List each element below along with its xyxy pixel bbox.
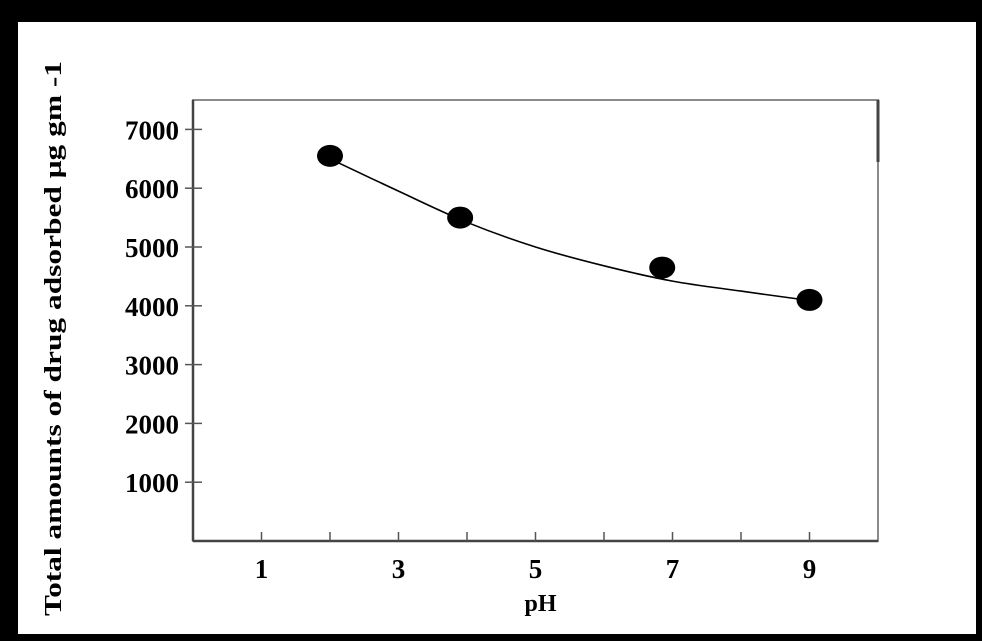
x-tick-label: 7 (666, 554, 680, 584)
data-point (649, 256, 676, 279)
y-tick-label: 5000 (125, 233, 179, 263)
data-points-layer (317, 144, 823, 311)
chart: 1 3 5 7 9 1000 2000 3000 4000 5000 6000 7000 pH To… (41, 61, 880, 617)
x-axis-ticks: 1 3 5 7 9 (255, 532, 817, 584)
y-tick-label: 3000 (125, 351, 179, 381)
data-point (796, 288, 823, 311)
chart-panel: 1 3 5 7 9 1000 2000 3000 4000 5000 6000 7000 pH To… (18, 22, 976, 634)
trend-curve (329, 158, 810, 302)
y-axis-ticks: 1000 2000 3000 4000 5000 6000 7000 (125, 115, 202, 498)
x-axis-title: pH (524, 591, 556, 617)
trend-curve-layer (329, 158, 810, 302)
x-tick-label: 3 (392, 554, 406, 584)
y-tick-label: 6000 (125, 174, 179, 204)
data-point (447, 206, 474, 229)
plot-area-frame (191, 99, 880, 543)
x-tick-label: 9 (803, 554, 817, 584)
y-tick-label: 2000 (125, 409, 179, 439)
y-tick-label: 1000 (125, 468, 179, 498)
y-axis-title: Total amounts of drug adsorbed μg gm -1 (41, 61, 67, 616)
plot-border (192, 99, 879, 542)
x-tick-label: 5 (529, 554, 543, 584)
x-tick-label: 1 (255, 554, 269, 584)
y-tick-label: 4000 (125, 292, 179, 322)
data-point (317, 144, 343, 167)
y-tick-label: 7000 (125, 115, 179, 145)
